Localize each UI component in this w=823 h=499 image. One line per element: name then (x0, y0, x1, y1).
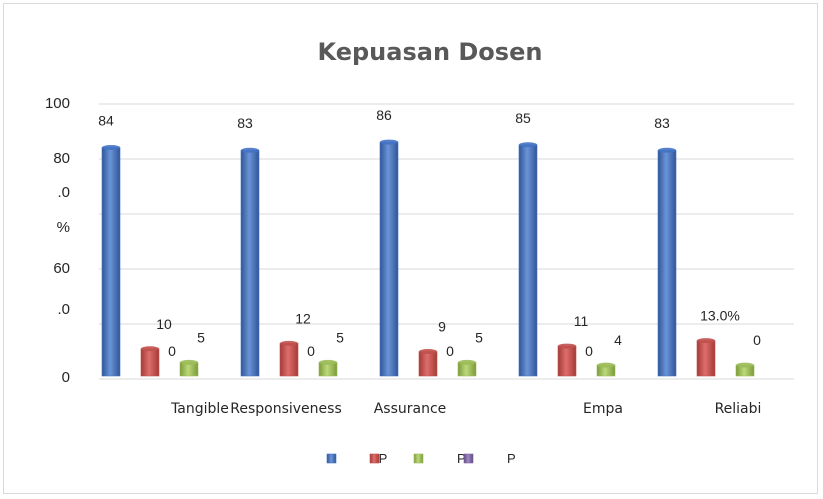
bar-1-0 (240, 149, 260, 377)
data-label: 84 (98, 113, 114, 129)
chart-title: Kepuasan Dosen (318, 38, 543, 66)
bar-cap (280, 340, 298, 346)
data-label: 0 (585, 343, 593, 359)
legend: SPPPP (326, 451, 516, 466)
bar-2-1 (418, 351, 438, 377)
bar-cap (458, 359, 476, 365)
y-tick-label: 100 (45, 95, 70, 112)
data-label: 0 (168, 343, 176, 359)
data-label: 5 (475, 329, 483, 345)
data-label: 5 (336, 329, 344, 345)
data-label: 5 (197, 329, 205, 345)
data-label: 10 (156, 316, 172, 332)
data-label: 12 (295, 310, 311, 326)
bar-1-1 (279, 343, 299, 377)
bar-cap (597, 362, 615, 368)
bar-cap (519, 142, 537, 148)
chart-frame: Kepuasan Dosen 100 80 .0% 60 .0 0 84 10 5 0 83 12 5… (3, 3, 818, 494)
data-label: 83 (654, 115, 670, 131)
data-label: 0 (446, 343, 454, 359)
category-label: Responsiveness (230, 401, 342, 417)
bar-cap (102, 145, 120, 151)
legend-swatch (463, 453, 474, 464)
bar-chart: Kepuasan Dosen 100 80 .0% 60 .0 0 84 10 5 0 83 12 5… (45, 38, 794, 466)
bar-cap (180, 359, 198, 365)
bar-cap (419, 349, 437, 355)
data-label: 0 (753, 332, 761, 348)
y-tick-label: % (57, 219, 70, 236)
data-label: 0 (307, 343, 315, 359)
legend-swatch (326, 453, 337, 464)
y-tick-label: 60 (53, 260, 70, 277)
data-label: 85 (515, 110, 531, 126)
bar-3-0 (518, 144, 538, 377)
bar-0-0 (101, 147, 121, 377)
data-label: 83 (237, 115, 253, 131)
bar-cap (558, 343, 576, 349)
bar-0-1 (140, 348, 160, 377)
data-label: 11 (574, 313, 589, 329)
bar-4-0 (657, 149, 677, 377)
y-tick-label: .0 (57, 184, 70, 201)
category-label: Empa (583, 401, 623, 417)
data-label: 4 (614, 332, 622, 348)
bar-cap (658, 147, 676, 153)
data-labels: 84 10 5 0 83 12 5 0 86 9 5 0 85 11 4 0 83 13.0% 0 (98, 107, 761, 359)
gridlines (99, 103, 794, 380)
y-tick-label: 80 (53, 150, 70, 167)
legend-label: P (457, 451, 466, 466)
bars (101, 139, 755, 377)
bar-cap (241, 147, 259, 153)
legend-label: P (507, 451, 516, 466)
bar-cap (380, 139, 398, 145)
category-label: Reliabi (715, 401, 762, 417)
bar-4-1 (696, 340, 716, 377)
bar-cap (141, 346, 159, 352)
y-tick-label: 0 (62, 369, 70, 386)
category-labels: Tangible Responsiveness Assurance Empa Relia… (170, 401, 761, 417)
bar-cap (736, 362, 754, 368)
category-label: Tangible (170, 401, 229, 417)
bar-3-1 (557, 345, 577, 377)
bar-cap (697, 338, 715, 344)
y-axis-tick-labels: 100 80 .0% 60 .0 0 (45, 95, 70, 386)
data-label: 13.0% (700, 308, 740, 324)
bar-2-0 (379, 141, 399, 377)
data-label: 86 (376, 107, 392, 123)
legend-swatch (413, 453, 424, 464)
y-tick-label: .0 (57, 301, 70, 318)
legend-swatch (369, 453, 380, 464)
bar-cap (319, 359, 337, 365)
data-label: 9 (438, 319, 446, 335)
category-label: Assurance (374, 401, 447, 417)
